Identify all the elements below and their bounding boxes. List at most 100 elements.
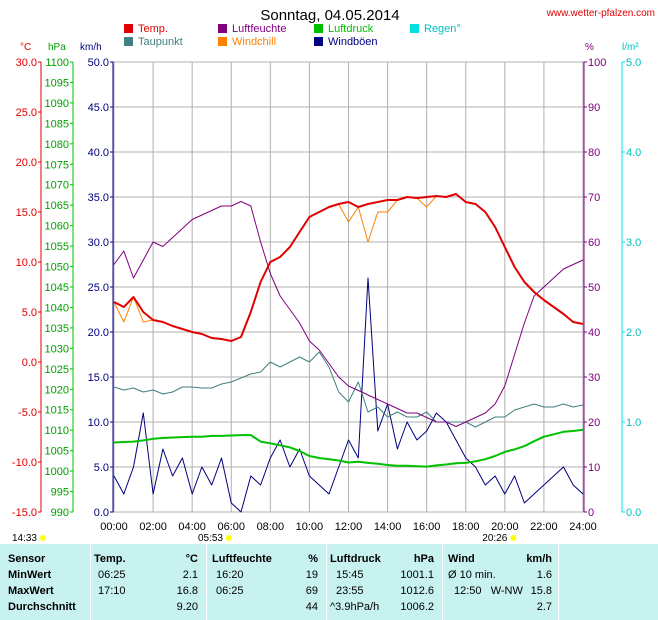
rain_lm2-tick-label: 2.0 — [626, 327, 641, 339]
stats-row-min-wind: 1.6 — [536, 569, 552, 581]
sunset-time: 20:26 — [482, 533, 507, 544]
x-tick-label: 06:00 — [217, 521, 245, 533]
sunset-icon — [510, 535, 517, 541]
axis-units: °C hPa km/h% l/m² — [20, 42, 639, 53]
stats-row-max-hum: 69 — [305, 585, 318, 597]
x-tick-label: 18:00 — [452, 521, 480, 533]
rain_lm2-tick-label: 1.0 — [626, 417, 641, 429]
legend-label-5: Windchill — [232, 36, 276, 48]
legend-swatch — [218, 37, 227, 46]
temp_c-tick-label: -5.0 — [18, 407, 37, 419]
x-tick-label: 08:00 — [257, 521, 285, 533]
temp-unit-label: °C — [20, 42, 31, 53]
stats-row-max-label: MaxWert — [8, 585, 54, 597]
legend-label-3: Regen° — [424, 23, 461, 35]
stats-row-avg-wind: 2.7 — [536, 601, 552, 613]
wind_kmh-tick-label: 50.0 — [88, 57, 109, 69]
stats-header-sensor: Sensor — [8, 553, 46, 565]
wind_kmh-tick-label: 25.0 — [88, 282, 109, 294]
humidity_pct-tick-label: 80 — [588, 147, 600, 159]
series-line-4 — [113, 428, 584, 468]
wind_kmh-tick-label: 15.0 — [88, 372, 109, 384]
stats-row-avg-press-trend: ^3.9hPa/h — [330, 601, 380, 613]
wind_kmh-tick-label: 20.0 — [88, 327, 109, 339]
temp_c-tick-label: 20.0 — [16, 157, 37, 169]
x-tick-label: 20:00 — [491, 521, 519, 533]
legend-swatch — [124, 24, 133, 33]
stats-row-min-hum-time: 16:20 — [216, 569, 244, 581]
stats-row-max-wind: 15.8 — [530, 585, 552, 597]
pressure_hpa-tick-label: 1005 — [45, 446, 69, 458]
stats-row-min-label: MinWert — [8, 569, 52, 581]
chart-legend: Temp. Luftfeuchte Luftdruck Regen° Taupunkt W… — [124, 23, 461, 48]
legend-swatch — [314, 37, 323, 46]
pressure_hpa-tick-label: 1085 — [45, 118, 69, 130]
rain_lm2-tick-label: 3.0 — [626, 237, 641, 249]
stats-row-min-hum: 19 — [305, 569, 318, 581]
stats-table: Sensor Temp. °C Luftfeuchte % Luftdruck … — [0, 544, 658, 620]
x-tick-label: 02:00 — [139, 521, 167, 533]
stats-row-avg-label: Durchschnitt — [8, 601, 76, 613]
series-lines — [113, 193, 584, 513]
pressure_hpa-tick-label: 1070 — [45, 180, 69, 192]
series-line-5 — [113, 277, 584, 513]
sun-times: 14:33 05:53 20:26 — [12, 533, 517, 544]
moon-icon — [40, 535, 46, 541]
axes: 30.0 25.0 20.0 15.0 10.0 5.0 0.0 -5.0 -10.0 -15.0… — [12, 57, 641, 533]
pressure_hpa-tick-label: 1065 — [45, 200, 69, 212]
x-tick-label: 10:00 — [296, 521, 324, 533]
stats-row-max-hum-time: 06:25 — [216, 585, 244, 597]
stats-row-min-wind-note: Ø 10 min. — [448, 569, 496, 581]
legend-label-0: Temp. — [138, 23, 168, 35]
stats-header-pressure-unit: hPa — [413, 553, 434, 565]
series-line-3 — [113, 201, 584, 427]
humidity_pct-tick-label: 100 — [588, 57, 606, 69]
stats-row-min-press-time: 15:45 — [336, 569, 364, 581]
stats-row-max-press: 1012.6 — [400, 585, 434, 597]
rain_lm2-tick-label: 4.0 — [626, 147, 641, 159]
pressure_hpa-tick-label: 1095 — [45, 77, 69, 89]
stats-row-min-temp: 2.1 — [182, 569, 198, 581]
chart-title: Sonntag, 04.05.2014 — [260, 7, 399, 24]
stats-row-min-temp-time: 06:25 — [98, 569, 126, 581]
weather-chart: Sonntag, 04.05.2014 www.wetter-pfalzen.c… — [12, 7, 655, 544]
humidity-unit-label: % — [585, 42, 594, 53]
x-tick-label: 14:00 — [374, 521, 402, 533]
wind-unit-label: km/h — [80, 42, 102, 53]
stats-row-max-temp-time: 17:10 — [98, 585, 126, 597]
humidity_pct-tick-label: 20 — [588, 417, 600, 429]
x-tick-label: 22:00 — [530, 521, 558, 533]
wind_kmh-tick-label: 45.0 — [88, 102, 109, 114]
pressure_hpa-tick-label: 1015 — [45, 405, 69, 417]
pressure_hpa-tick-label: 1080 — [45, 139, 69, 151]
pressure_hpa-tick-label: 1035 — [45, 323, 69, 335]
temp_c-tick-label: 10.0 — [16, 257, 37, 269]
x-tick-label: 24:00 — [569, 521, 597, 533]
humidity_pct-tick-label: 70 — [588, 192, 600, 204]
temp_c-tick-label: -10.0 — [12, 457, 37, 469]
temp_c-tick-label: 30.0 — [16, 57, 37, 69]
humidity_pct-tick-label: 60 — [588, 237, 600, 249]
wind_kmh-tick-label: 30.0 — [88, 237, 109, 249]
rain_lm2-tick-label: 0.0 — [626, 507, 641, 519]
humidity_pct-tick-label: 10 — [588, 462, 600, 474]
pressure_hpa-tick-label: 990 — [51, 507, 69, 519]
stats-row-min-press: 1001.1 — [400, 569, 434, 581]
temp_c-tick-label: 5.0 — [22, 307, 37, 319]
stats-header-wind: Wind — [448, 553, 475, 565]
sunrise-time: 05:53 — [198, 533, 223, 544]
pressure_hpa-tick-label: 1020 — [45, 384, 69, 396]
pressure_hpa-tick-label: 1100 — [45, 57, 69, 69]
pressure_hpa-tick-label: 1010 — [45, 425, 69, 437]
stats-header-pressure: Luftdruck — [330, 553, 381, 565]
humidity_pct-tick-label: 30 — [588, 372, 600, 384]
pressure_hpa-tick-label: 1025 — [45, 364, 69, 376]
x-tick-label: 04:00 — [178, 521, 206, 533]
series-line-2 — [113, 351, 584, 428]
pressure_hpa-tick-label: 1075 — [45, 159, 69, 171]
pressure_hpa-tick-label: 1000 — [45, 466, 69, 478]
stats-header-wind-unit: km/h — [526, 553, 552, 565]
pressure_hpa-tick-label: 1060 — [45, 221, 69, 233]
pressure_hpa-tick-label: 1045 — [45, 282, 69, 294]
wind_kmh-tick-label: 10.0 — [88, 417, 109, 429]
